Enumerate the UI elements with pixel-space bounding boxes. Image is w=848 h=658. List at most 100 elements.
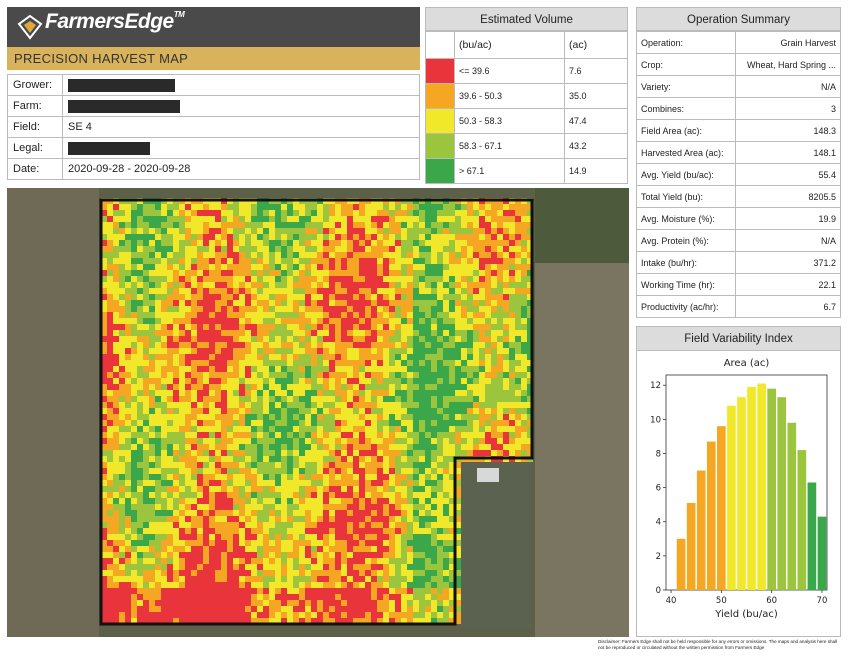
yield-cell [239,558,245,564]
yield-cell [173,462,179,468]
yield-cell [503,318,509,324]
yield-cell [173,252,179,258]
yield-cell [371,540,377,546]
yield-cell [167,222,173,228]
legend-swatch-header [425,31,455,59]
yield-cell [503,312,509,318]
yield-cell [269,594,275,600]
yield-cell [425,270,431,276]
yield-cell [371,246,377,252]
yield-cell [413,510,419,516]
yield-cell [149,540,155,546]
yield-cell [245,474,251,480]
yield-cell [179,498,185,504]
yield-cell [317,474,323,480]
yield-cell [299,486,305,492]
yield-cell [161,282,167,288]
yield-cell [185,444,191,450]
yield-cell [143,450,149,456]
yield-cell [125,432,131,438]
yield-cell [281,324,287,330]
yield-cell [383,576,389,582]
yield-cell [263,450,269,456]
yield-cell [347,600,353,606]
yield-cell [245,558,251,564]
yield-cell [353,588,359,594]
yield-cell [239,474,245,480]
yield-cell [341,384,347,390]
yield-cell [347,552,353,558]
yield-cell [131,576,137,582]
yield-cell [299,354,305,360]
yield-cell [479,234,485,240]
yield-cell [335,606,341,612]
yield-cell [527,372,533,378]
yield-cell [137,558,143,564]
yield-cell [317,420,323,426]
yield-cell [275,414,281,420]
yield-cell [221,480,227,486]
yield-cell [299,282,305,288]
yield-cell [173,360,179,366]
yield-cell [287,408,293,414]
yield-cell [317,492,323,498]
yield-cell [251,306,257,312]
northeast-trees [535,188,629,263]
summary-label: Field Area (ac): [636,119,736,142]
yield-cell [323,312,329,318]
yield-cell [425,228,431,234]
yield-cell [353,546,359,552]
yield-map[interactable] [7,188,629,637]
yield-cell [125,504,131,510]
yield-cell [527,210,533,216]
yield-cell [401,360,407,366]
yield-cell [347,468,353,474]
yield-cell [347,534,353,540]
yield-cell [371,450,377,456]
yield-cell [269,480,275,486]
yield-cell [395,468,401,474]
yield-cell [185,240,191,246]
yield-cell [395,378,401,384]
yield-cell [455,432,461,438]
yield-cell [173,240,179,246]
yield-cell [179,234,185,240]
yield-cell [401,396,407,402]
yield-cell [293,288,299,294]
yield-cell [287,558,293,564]
yield-cell [227,342,233,348]
yield-cell [329,378,335,384]
yield-cell [287,462,293,468]
yield-cell [191,612,197,618]
y-tick-label: 4 [656,518,661,528]
yield-cell [191,594,197,600]
yield-cell [395,600,401,606]
yield-cell [443,294,449,300]
yield-cell [281,588,287,594]
yield-cell [179,468,185,474]
yield-cell [299,600,305,606]
yield-cell [305,606,311,612]
summary-row: Intake (bu/hr): 371.2 [636,251,841,274]
yield-cell [209,564,215,570]
yield-cell [209,552,215,558]
yield-cell [203,354,209,360]
yield-cell [149,456,155,462]
yield-cell [215,528,221,534]
yield-cell [263,372,269,378]
yield-cell [317,480,323,486]
yield-cell [497,366,503,372]
yield-cell [389,216,395,222]
yield-cell [449,606,455,612]
yield-cell [359,468,365,474]
yield-cell [227,600,233,606]
yield-cell [269,540,275,546]
yield-cell [365,300,371,306]
yield-cell [323,480,329,486]
yield-cell [443,318,449,324]
yield-cell [365,588,371,594]
yield-cell [131,432,137,438]
yield-cell [431,366,437,372]
yield-cell [167,570,173,576]
yield-cell [137,432,143,438]
